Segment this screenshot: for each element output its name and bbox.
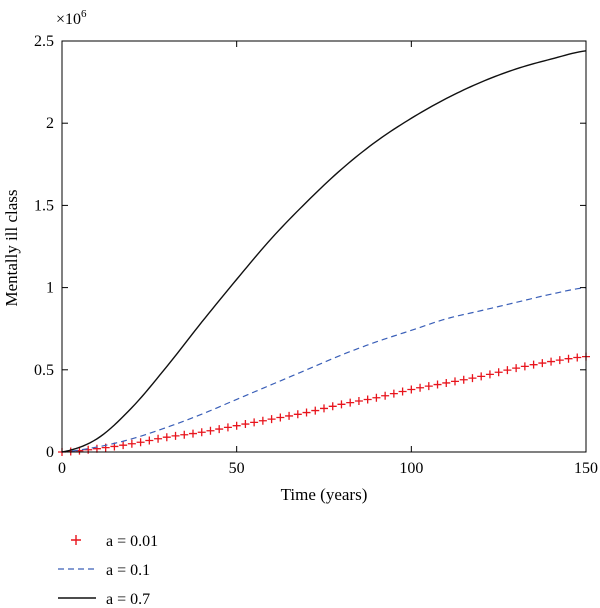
data-point-marker <box>154 434 163 443</box>
legend-label: a = 0.01 <box>106 533 158 550</box>
legend-label: a = 0.7 <box>106 591 150 608</box>
series-a-0.01-markers <box>58 352 590 456</box>
y-tick-label: 1 <box>46 280 54 297</box>
data-point-marker <box>547 357 556 366</box>
data-point-marker <box>267 415 276 424</box>
data-point-marker <box>302 408 311 417</box>
data-point-marker <box>459 375 468 384</box>
data-point-marker <box>276 413 285 422</box>
y-axis-multiplier-base: ×10 <box>56 11 81 28</box>
y-tick-label: 0 <box>46 444 54 461</box>
data-point-marker <box>573 353 582 362</box>
y-tick-label: 2.5 <box>34 33 54 50</box>
data-point-marker <box>285 411 294 420</box>
series-a-0.1-line <box>61 287 587 453</box>
data-point-marker <box>293 410 302 419</box>
data-point-marker <box>145 436 154 445</box>
y-axis-multiplier: ×106 <box>56 8 87 28</box>
x-axis-label: Time (years) <box>281 485 368 504</box>
x-tick-label: 0 <box>58 460 66 477</box>
data-point-marker <box>389 389 398 398</box>
legend: a = 0.01 a = 0.1 a = 0.7 <box>58 533 158 608</box>
data-point-marker <box>346 398 355 407</box>
y-axis-multiplier-exponent: 6 <box>81 8 87 20</box>
data-point-marker <box>529 360 538 369</box>
data-point-marker <box>241 420 250 429</box>
data-point-marker <box>363 395 372 404</box>
data-point-marker <box>180 430 189 439</box>
data-point-marker <box>381 391 390 400</box>
axes: 0 50 100 150 0 0.5 1 1.5 2 2.5 <box>34 33 598 477</box>
data-point-marker <box>127 439 136 448</box>
data-point-marker <box>372 393 381 402</box>
data-point-marker <box>424 382 433 391</box>
data-point-marker <box>564 354 573 363</box>
data-point-marker <box>258 416 267 425</box>
data-point-marker <box>442 378 451 387</box>
data-point-marker <box>494 368 503 377</box>
data-point-marker <box>223 423 232 432</box>
data-point-marker <box>162 433 171 442</box>
data-point-marker <box>136 438 145 447</box>
data-point-marker <box>92 444 101 453</box>
data-point-marker <box>451 377 459 386</box>
data-point-marker <box>232 421 241 430</box>
series-a-0.7-line <box>61 50 587 453</box>
data-point-marker <box>555 356 564 365</box>
data-point-marker <box>337 400 346 409</box>
data-point-marker <box>215 425 224 434</box>
data-point-marker <box>468 374 477 383</box>
data-point-marker <box>416 383 425 392</box>
data-point-marker <box>520 362 529 371</box>
data-point-marker <box>320 404 328 413</box>
data-point-marker <box>119 441 128 450</box>
y-axis-label: Mentally ill class <box>2 189 21 306</box>
data-point-marker <box>354 397 363 406</box>
data-point-marker <box>485 370 494 379</box>
legend-marker-a-0.01 <box>71 535 81 545</box>
data-point-marker <box>477 372 486 381</box>
data-point-marker <box>398 387 407 396</box>
data-point-marker <box>250 418 259 427</box>
plot-frame <box>61 40 587 453</box>
data-point-marker <box>433 380 442 389</box>
data-point-marker <box>311 406 320 415</box>
data-point-marker <box>503 366 512 375</box>
y-tick-label: 1.5 <box>34 197 54 214</box>
x-tick-label: 150 <box>574 460 598 477</box>
plot-area <box>58 50 590 456</box>
data-point-marker <box>171 431 180 440</box>
data-point-marker <box>84 445 93 454</box>
data-point-marker <box>206 426 215 435</box>
data-point-marker <box>189 429 197 438</box>
data-point-marker <box>538 359 547 368</box>
data-point-marker <box>407 385 416 394</box>
data-point-marker <box>328 402 337 411</box>
x-tick-label: 50 <box>229 460 245 477</box>
data-point-marker <box>512 364 521 373</box>
x-tick-label: 100 <box>399 460 423 477</box>
legend-label: a = 0.1 <box>106 562 150 579</box>
y-tick-label: 2 <box>46 115 54 132</box>
data-point-marker <box>197 428 206 437</box>
y-tick-label: 0.5 <box>34 362 54 379</box>
